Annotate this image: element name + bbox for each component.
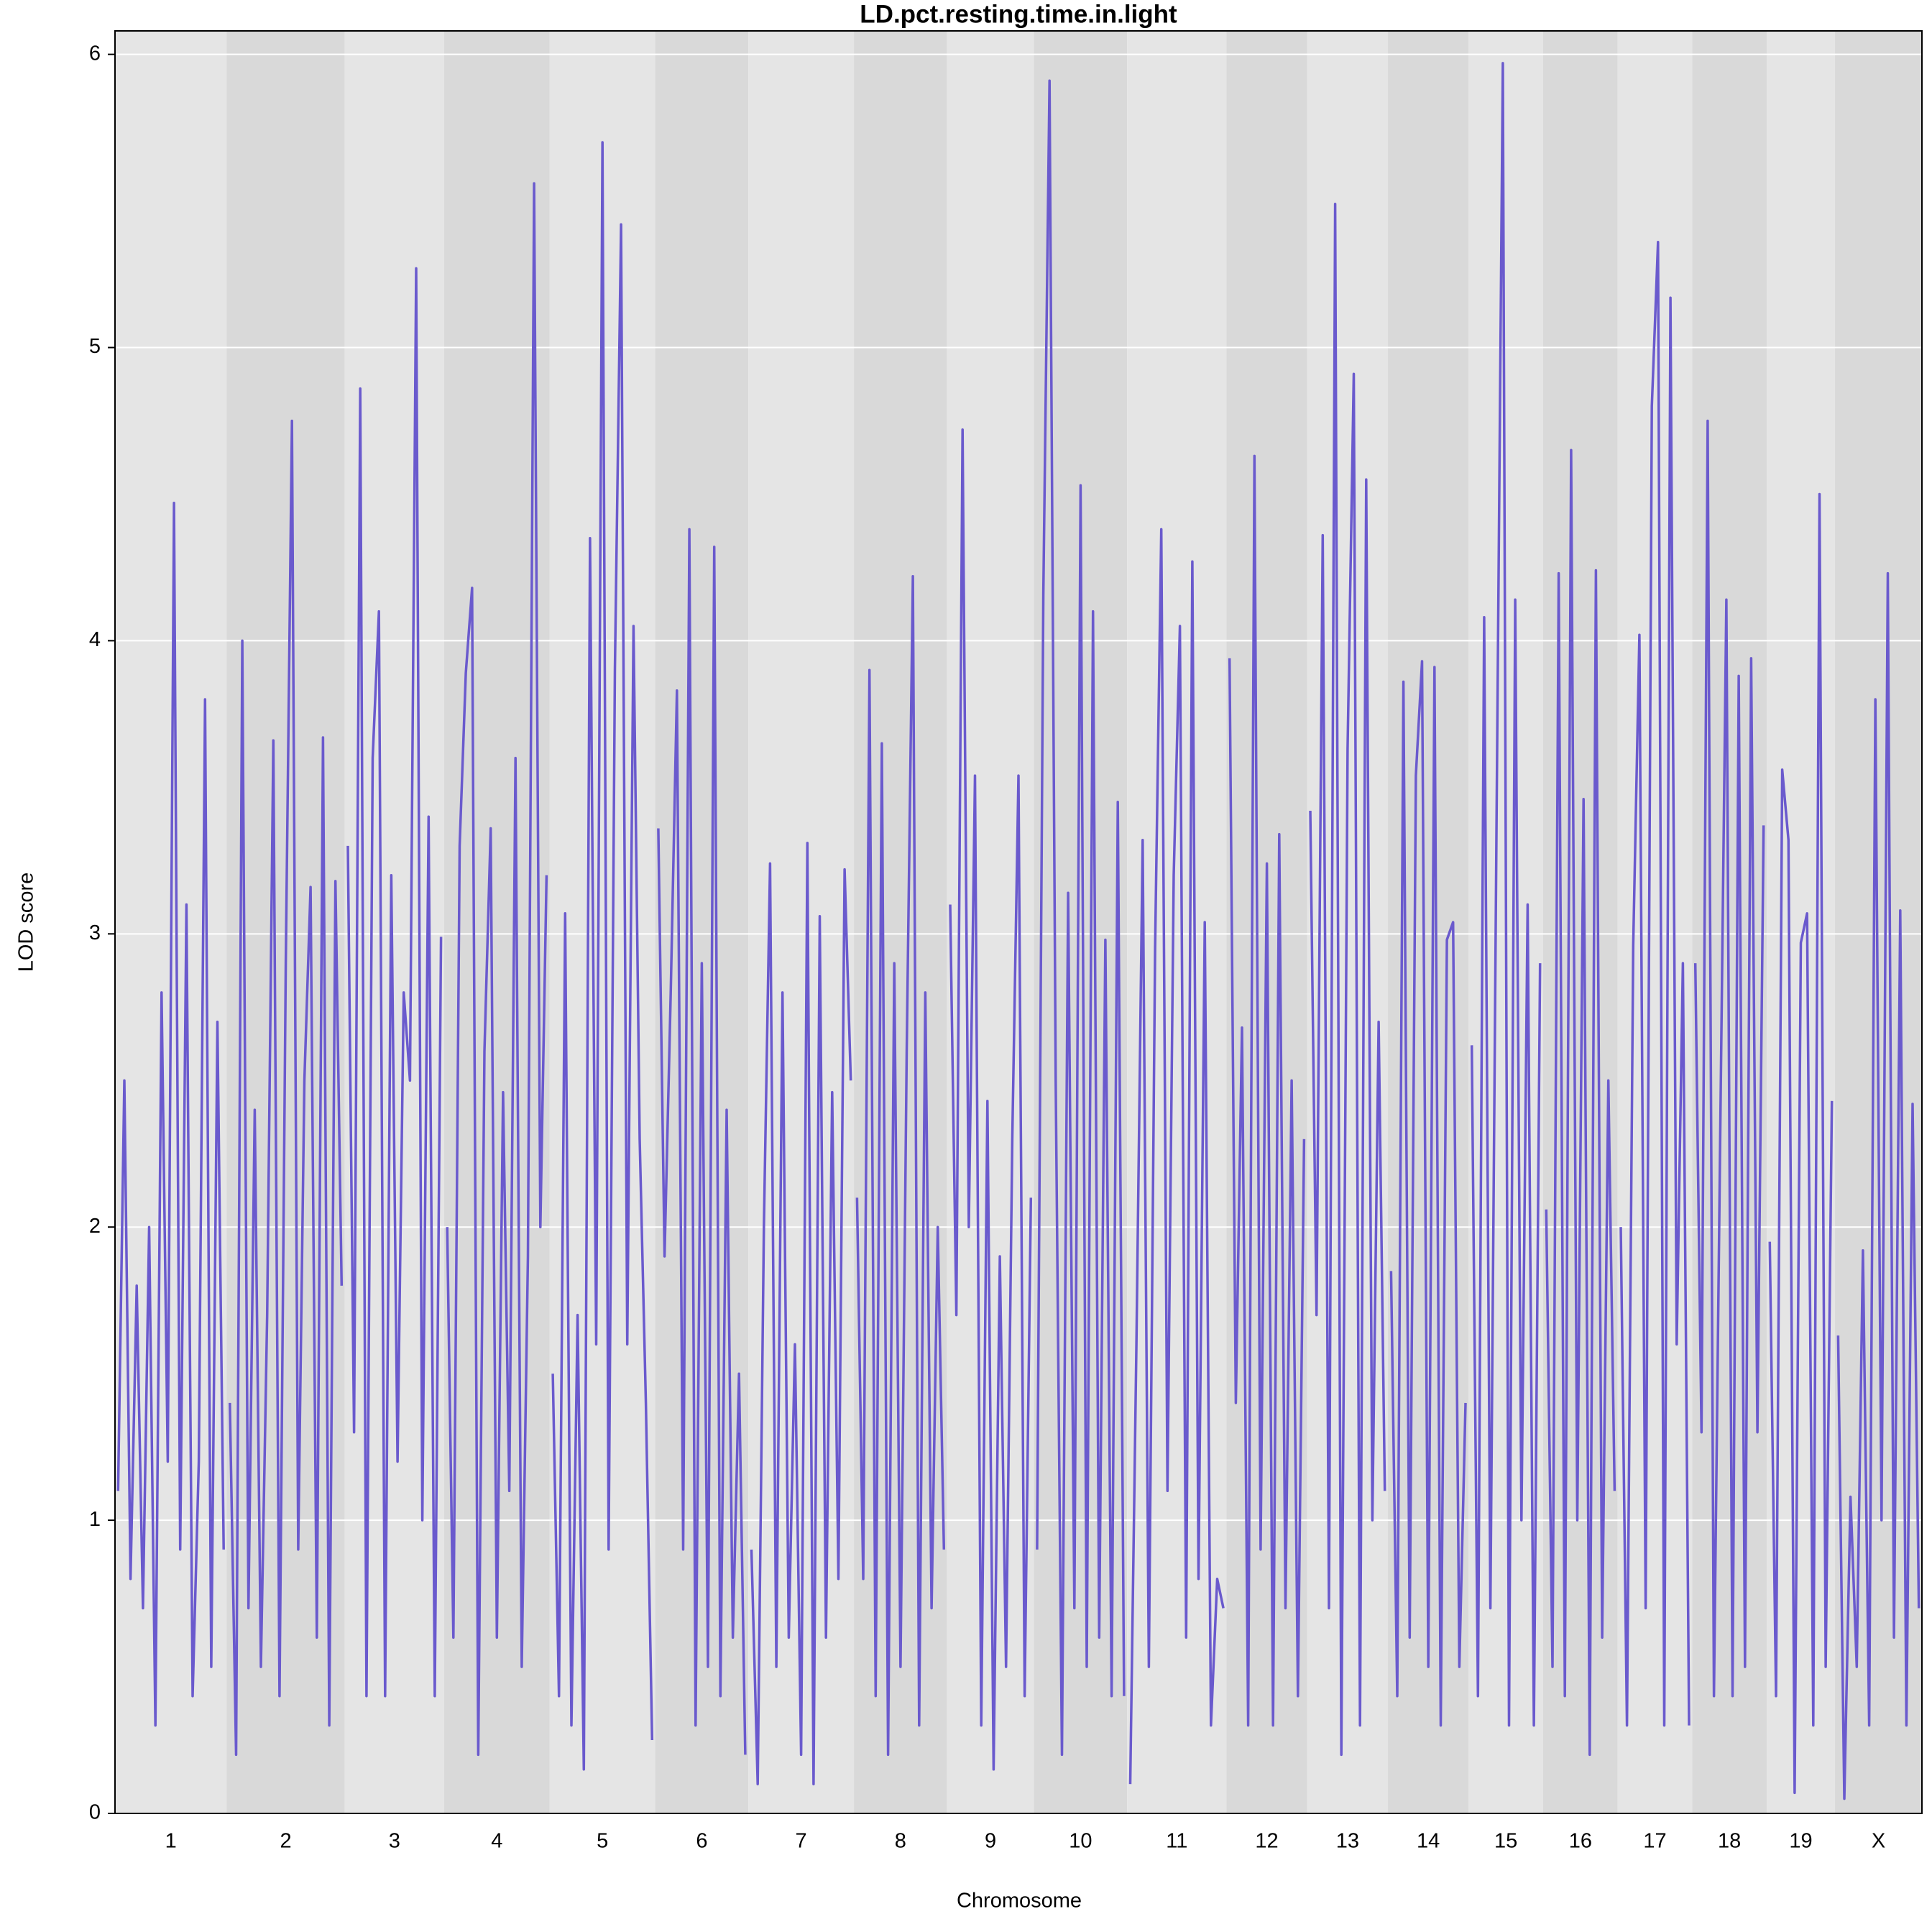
lod-line	[229, 419, 344, 1757]
lod-line	[1836, 571, 1920, 1800]
x-tick-label: 19	[1789, 1830, 1812, 1853]
lod-line	[1036, 79, 1126, 1757]
x-tick-label: 11	[1166, 1830, 1187, 1853]
x-tick-label: 16	[1569, 1830, 1592, 1853]
x-tick-label: 6	[696, 1830, 707, 1853]
lod-line	[1389, 660, 1467, 1727]
lod-line	[116, 501, 225, 1727]
y-tick-label: 0	[89, 1801, 101, 1824]
x-axis-label: Chromosome	[957, 1890, 1082, 1913]
lod-line	[1128, 528, 1225, 1785]
y-tick-label: 5	[89, 335, 101, 358]
chromosome-band	[748, 31, 855, 1813]
lines	[116, 62, 1920, 1800]
x-tick-label: 17	[1643, 1830, 1666, 1853]
y-axis-label: LOD score	[15, 873, 38, 972]
y-tick-label: 1	[89, 1508, 101, 1531]
lod-line	[1619, 240, 1690, 1727]
x-tick-label: 14	[1417, 1830, 1440, 1853]
lod-line	[551, 141, 654, 1771]
lod-line	[855, 574, 946, 1757]
x-tick-label: 7	[796, 1830, 807, 1853]
plot-frame	[114, 30, 1923, 1814]
x-tick-label: 1	[165, 1830, 177, 1853]
x-tick-label: 5	[597, 1830, 608, 1853]
x-tick-label: 12	[1255, 1830, 1278, 1853]
y-tick-label: 4	[89, 628, 101, 651]
lod-line	[1470, 62, 1542, 1727]
y-tick-label: 2	[89, 1215, 101, 1238]
x-tick-label: 15	[1494, 1830, 1517, 1853]
lod-line	[657, 528, 747, 1755]
lod-line	[1309, 202, 1386, 1757]
x-tick-label: 8	[895, 1830, 906, 1853]
lod-line	[1693, 419, 1765, 1698]
y-tick-label: 3	[89, 921, 101, 944]
x-tick-label: 3	[389, 1830, 400, 1853]
lod-line	[1768, 492, 1834, 1795]
lod-line	[750, 842, 852, 1785]
lod-line	[446, 182, 548, 1757]
chart-title: LD.pct.resting.time.in.light	[860, 0, 1177, 28]
x-tick-label: 4	[491, 1830, 502, 1853]
y-tick-label: 6	[89, 42, 101, 65]
x-tick-label: 9	[985, 1830, 996, 1853]
lod-line	[346, 267, 443, 1698]
x-tick-label: 10	[1069, 1830, 1092, 1853]
chromosome-band	[655, 31, 749, 1813]
x-tick-label: 18	[1718, 1830, 1741, 1853]
lod-line	[949, 428, 1033, 1771]
x-tick-label: 13	[1336, 1830, 1359, 1853]
x-tick-label: 2	[280, 1830, 292, 1853]
lod-line	[1228, 454, 1306, 1727]
lod-line	[1545, 448, 1616, 1757]
x-tick-label: X	[1872, 1830, 1885, 1853]
